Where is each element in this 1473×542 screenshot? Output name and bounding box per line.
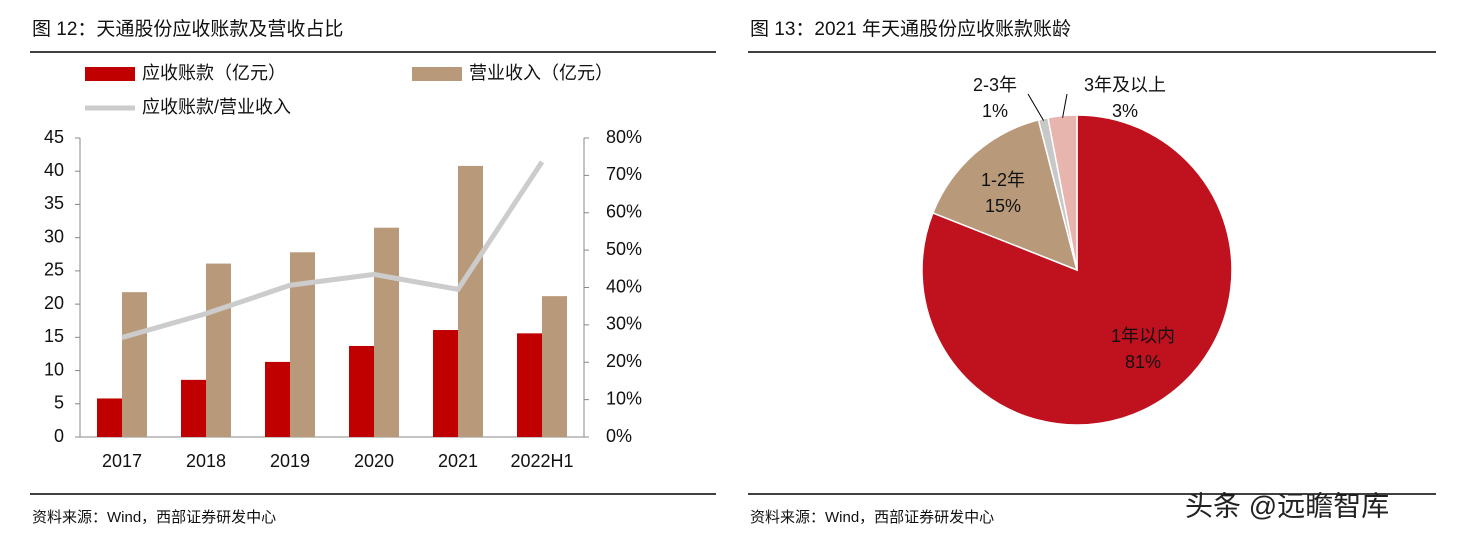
bar: [542, 296, 567, 437]
bar: [206, 263, 231, 437]
line: [121, 160, 545, 340]
y-tick-label: 5: [54, 393, 64, 413]
y-tick-label: 40: [44, 160, 64, 180]
watermark: 头条 @远瞻智库: [1185, 490, 1389, 521]
y-tick-label: 10: [44, 359, 64, 379]
chart-title: 图 12：天通股份应收账款及营收占比: [32, 18, 343, 40]
y2-tick-label: 70%: [606, 164, 642, 184]
y-tick-label: 0: [54, 426, 64, 446]
bar: [458, 165, 483, 437]
bar: [122, 292, 147, 437]
pie-slice: [931, 118, 1079, 272]
pie-slice: [1047, 114, 1078, 271]
pie-value-label: 15%: [985, 196, 1021, 216]
x-tick-label: 2019: [270, 451, 310, 471]
y-tick-label: 35: [44, 193, 64, 213]
leader-line: [1062, 93, 1068, 118]
bar: [374, 227, 399, 437]
y2-tick-label: 40%: [606, 276, 642, 296]
y-tick-label: 25: [44, 260, 64, 280]
y2-tick-label: 30%: [606, 314, 642, 334]
bar: [290, 252, 315, 437]
pie-value-label: 3%: [1112, 101, 1138, 121]
source: 资料来源：Wind，西部证券研发中心: [32, 509, 276, 526]
legend-label: 应收账款（亿元）: [142, 63, 286, 83]
y2-tick-label: 50%: [606, 239, 642, 259]
legend-label: 应收账款/营业收入: [142, 97, 291, 117]
x-tick-label: 2022H1: [510, 451, 573, 471]
bar: [349, 345, 374, 437]
pie-label: 1年以内: [1111, 326, 1175, 346]
y-tick-label: 45: [44, 127, 64, 147]
bar: [97, 398, 122, 437]
y2-tick-label: 10%: [606, 388, 642, 408]
pie-value-label: 1%: [982, 101, 1008, 121]
y-tick-label: 20: [44, 293, 64, 313]
y2-tick-label: 60%: [606, 202, 642, 222]
pie-label: 2-3年: [973, 75, 1017, 95]
x-tick-label: 2018: [186, 451, 226, 471]
bar: [517, 333, 542, 437]
chart-title: 图 13：2021 年天通股份应收账款账龄: [750, 18, 1071, 40]
y-tick-label: 15: [44, 326, 64, 346]
x-tick-label: 2017: [102, 451, 142, 471]
x-tick-label: 2020: [354, 451, 394, 471]
legend-swatch: [412, 67, 462, 81]
bar: [265, 361, 290, 437]
bar: [181, 379, 206, 437]
legend-swatch: [85, 67, 135, 81]
y2-tick-label: 0%: [606, 426, 632, 446]
legend-label: 营业收入（亿元）: [469, 63, 613, 83]
leader-line: [1027, 93, 1045, 121]
pie-label: 3年及以上: [1084, 75, 1166, 95]
y2-tick-label: 20%: [606, 351, 642, 371]
bar: [433, 330, 458, 437]
x-tick-label: 2021: [438, 451, 478, 471]
y-tick-label: 30: [44, 226, 64, 246]
pie-label: 1-2年: [981, 170, 1025, 190]
source: 资料来源：Wind，西部证券研发中心: [750, 509, 994, 526]
pie-value-label: 81%: [1125, 352, 1161, 372]
y2-tick-label: 80%: [606, 127, 642, 147]
